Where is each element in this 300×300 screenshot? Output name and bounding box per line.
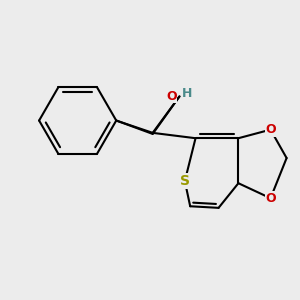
Text: O: O xyxy=(166,90,177,103)
Text: O: O xyxy=(265,192,276,205)
Text: O: O xyxy=(265,123,276,136)
Text: H: H xyxy=(182,87,193,100)
Text: S: S xyxy=(180,174,190,188)
